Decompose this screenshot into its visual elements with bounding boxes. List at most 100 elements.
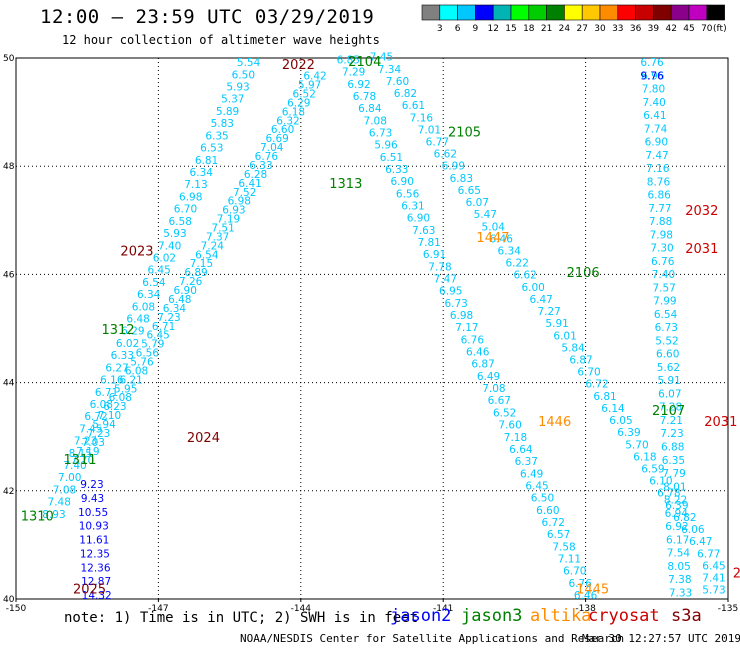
x-tick-label: -150	[6, 604, 27, 614]
colorbar-swatch	[475, 4, 494, 21]
wave-height-value: 6.73	[369, 127, 392, 139]
wave-height-value: 7.08	[482, 383, 505, 395]
wave-height-value: 7.54	[667, 548, 691, 560]
y-tick-label: 50	[3, 54, 15, 64]
wave-height-value: 5.73	[702, 585, 725, 597]
legend-entry-jason2: jason2	[390, 606, 452, 626]
wave-height-value: 6.86	[647, 190, 671, 202]
wave-height-value: 5.04	[482, 221, 506, 233]
wave-height-value: 6.39	[665, 500, 688, 512]
wave-height-value: 6.82	[673, 512, 696, 524]
wave-height-value: 6.18	[282, 106, 305, 118]
y-tick-label: 44	[3, 379, 15, 389]
wave-height-value: 6.65	[458, 185, 481, 197]
wave-height-value: 7.30	[650, 243, 673, 255]
wave-height-value: 6.46	[574, 590, 598, 602]
wave-height-value: 6.73	[444, 298, 467, 310]
pass-time-label: 1311	[63, 453, 96, 468]
wave-height-value: 7.78	[428, 261, 451, 273]
wave-height-value: 6.90	[174, 285, 197, 297]
wave-height-value: 6.92	[665, 521, 688, 533]
pass-time-label: 2031	[685, 242, 718, 257]
x-tick-label: -144	[291, 604, 312, 614]
wave-height-value: 6.08	[132, 301, 155, 313]
wave-height-value: 6.52	[293, 89, 316, 101]
wave-height-value: 7.77	[648, 203, 671, 215]
wave-height-value: 6.41	[238, 178, 261, 190]
wave-height-value: 12.87	[81, 576, 111, 588]
chart-title: 12:00 — 23:59 UTC 03/29/2019	[40, 6, 375, 28]
wave-height-value: 6.00	[521, 282, 544, 294]
wave-height-value: 6.28	[244, 169, 267, 181]
colorbar-swatch	[653, 4, 672, 21]
wave-height-value: 6.99	[442, 161, 465, 173]
wave-height-value: 6.50	[232, 69, 255, 81]
wave-height-value: 6.01	[553, 330, 576, 342]
wave-height-value: 6.72	[542, 517, 565, 529]
wave-height-value: 6.29	[287, 97, 310, 109]
wave-height-value: 7.33	[669, 587, 692, 599]
pass-time-label: 2104	[348, 55, 381, 70]
wave-height-value: 7.81	[417, 237, 440, 249]
wave-height-value: 6.52	[493, 407, 516, 419]
wave-height-value: 5.62	[657, 362, 680, 374]
pass-time-label: 2025	[73, 583, 106, 598]
wave-height-value: 6.76	[640, 57, 664, 69]
wave-height-value: 6.47	[689, 536, 712, 548]
wave-height-value: 6.77	[697, 548, 720, 560]
wave-height-value: 6.42	[303, 71, 326, 83]
colorbar-unit-label: (ft)	[713, 24, 727, 34]
wave-height-value: 6.39	[617, 427, 640, 439]
wave-height-value: 6.70	[174, 204, 197, 216]
wave-height-value: 6.93	[222, 205, 245, 217]
wave-height-value: 7.48	[48, 497, 71, 509]
wave-height-value: 6.90	[407, 213, 430, 225]
pass-time-label: 1445	[576, 583, 609, 598]
credit-text: NOAA/NESDIS Center for Satellite Applica…	[240, 632, 625, 645]
wave-height-value: 6.35	[662, 455, 685, 467]
wave-height-value: 14.32	[82, 590, 112, 602]
wave-height-value: 7.16	[410, 112, 434, 124]
wave-height-value: 7.40	[63, 460, 86, 472]
colorbar-swatch	[564, 4, 583, 21]
wave-height-value: 8.76	[647, 176, 671, 188]
colorbar-tick-label: 42	[665, 24, 676, 34]
wave-height-value: 7.40	[158, 240, 181, 252]
wave-height-value: 6.34	[190, 167, 214, 179]
wave-height-value: 6.90	[391, 176, 414, 188]
wave-height-value: 6.94	[665, 508, 689, 520]
wave-height-value: 6.49	[520, 468, 543, 480]
wave-height-value: 6.95	[439, 286, 462, 298]
wave-height-value: 6.54	[195, 249, 219, 261]
colorbar-swatch	[688, 4, 708, 21]
colorbar-swatch	[581, 4, 601, 21]
colorbar-swatch	[670, 4, 690, 21]
wave-height-value: 6.96	[641, 70, 665, 82]
wave-height-value: 6.72	[84, 411, 107, 423]
colorbar-tick-label: 30	[594, 24, 606, 34]
wave-height-value: 5.94	[92, 419, 116, 431]
wave-height-value: 6.72	[585, 379, 608, 391]
x-tick-label: -147	[148, 604, 168, 614]
wave-height-value: 6.08	[109, 392, 132, 404]
wave-height-value: 6.23	[103, 401, 126, 413]
wave-height-value: 6.50	[531, 493, 554, 505]
colorbar-tick-label: 9	[473, 24, 479, 34]
wave-height-value: 6.33	[385, 164, 408, 176]
colorbar-tick-label: 45	[683, 24, 694, 34]
wave-height-value: 6.81	[195, 155, 218, 167]
wave-height-value: 7.60	[386, 76, 409, 88]
wave-height-value: 6.21	[119, 374, 142, 386]
wave-height-value: 6.71	[152, 321, 175, 333]
wave-height-value: 5.76	[130, 356, 154, 368]
wave-height-value: 6.33	[111, 350, 134, 362]
colorbar-tick-label: 12	[487, 24, 498, 34]
wave-height-value: 6.16	[100, 375, 124, 387]
legend-entry-jason3: jason3	[461, 606, 523, 626]
wave-height-value: 5.47	[474, 209, 497, 221]
wave-height-value: 7.74	[644, 123, 668, 135]
colorbar-tick-label: 3	[437, 24, 443, 34]
pass-time-label: 1312	[101, 323, 134, 338]
wave-height-value: 5.79	[141, 339, 164, 351]
pass-time-label: 2106	[567, 266, 600, 281]
